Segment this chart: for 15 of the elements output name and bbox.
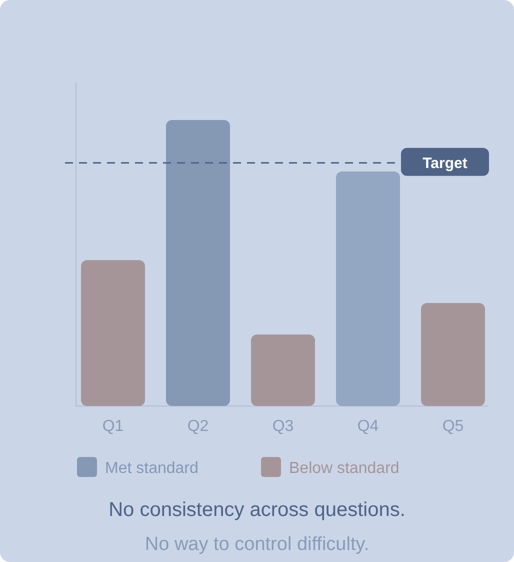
legend-label: Met standard	[105, 460, 198, 477]
bar	[251, 334, 315, 406]
bar	[166, 120, 230, 406]
x-tick-label: Q4	[357, 418, 379, 435]
text: No consistency across questions.	[108, 499, 406, 521]
x-tick-label: Q5	[442, 418, 464, 435]
x-tick-label: Q2	[187, 418, 209, 435]
bar	[421, 303, 485, 406]
legend-label: Below standard	[289, 460, 400, 477]
text: No way to control difficulty.	[144, 534, 370, 555]
x-tick-label: Q1	[102, 418, 124, 435]
bar	[336, 171, 400, 406]
ref-line-label: Target	[422, 154, 468, 172]
bar	[81, 260, 145, 406]
x-tick-label: Q3	[272, 418, 294, 435]
